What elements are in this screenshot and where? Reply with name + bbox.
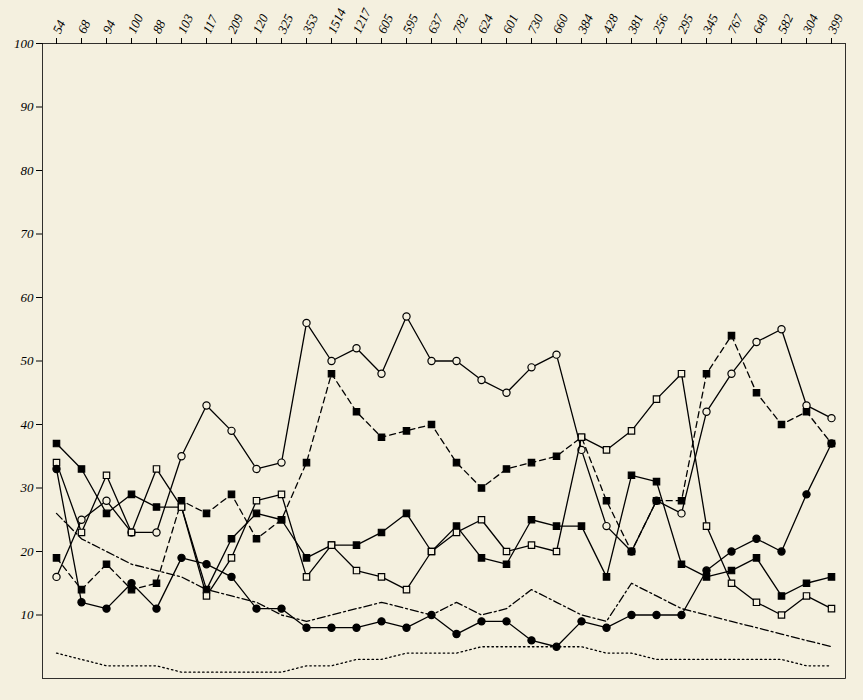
svg-text:345: 345 xyxy=(699,11,721,36)
svg-text:649: 649 xyxy=(749,11,771,35)
svg-text:30: 30 xyxy=(20,480,35,495)
svg-text:50: 50 xyxy=(21,353,35,368)
svg-text:80: 80 xyxy=(21,163,35,178)
svg-text:68: 68 xyxy=(74,17,93,36)
svg-text:94: 94 xyxy=(99,17,118,36)
svg-text:782: 782 xyxy=(449,11,471,35)
svg-text:40: 40 xyxy=(21,417,35,432)
svg-text:100: 100 xyxy=(124,11,146,35)
svg-text:70: 70 xyxy=(21,226,35,241)
svg-text:117: 117 xyxy=(199,12,221,36)
svg-text:88: 88 xyxy=(149,17,168,36)
svg-text:256: 256 xyxy=(649,11,671,35)
svg-text:304: 304 xyxy=(799,11,821,36)
svg-text:209: 209 xyxy=(224,11,246,35)
svg-text:100: 100 xyxy=(14,36,34,51)
svg-text:325: 325 xyxy=(274,11,296,36)
svg-text:10: 10 xyxy=(21,607,35,622)
svg-text:582: 582 xyxy=(774,11,796,35)
svg-text:1514: 1514 xyxy=(324,5,349,35)
svg-text:353: 353 xyxy=(299,11,321,36)
svg-text:103: 103 xyxy=(174,11,196,35)
svg-text:637: 637 xyxy=(424,11,446,35)
svg-text:605: 605 xyxy=(374,11,396,35)
svg-text:428: 428 xyxy=(599,11,621,35)
svg-text:120: 120 xyxy=(249,11,271,35)
svg-text:595: 595 xyxy=(399,11,421,35)
svg-text:624: 624 xyxy=(474,11,496,35)
svg-text:381: 381 xyxy=(624,12,646,37)
svg-text:90: 90 xyxy=(21,99,35,114)
svg-text:20: 20 xyxy=(21,544,35,559)
svg-text:730: 730 xyxy=(524,11,546,35)
svg-text:384: 384 xyxy=(574,11,596,36)
svg-text:295: 295 xyxy=(674,11,696,35)
svg-text:601: 601 xyxy=(499,12,521,36)
svg-text:1217: 1217 xyxy=(349,5,374,35)
svg-text:767: 767 xyxy=(724,11,746,35)
svg-text:60: 60 xyxy=(21,290,35,305)
svg-text:399: 399 xyxy=(824,11,846,36)
svg-text:54: 54 xyxy=(49,17,68,36)
svg-text:660: 660 xyxy=(549,11,571,35)
